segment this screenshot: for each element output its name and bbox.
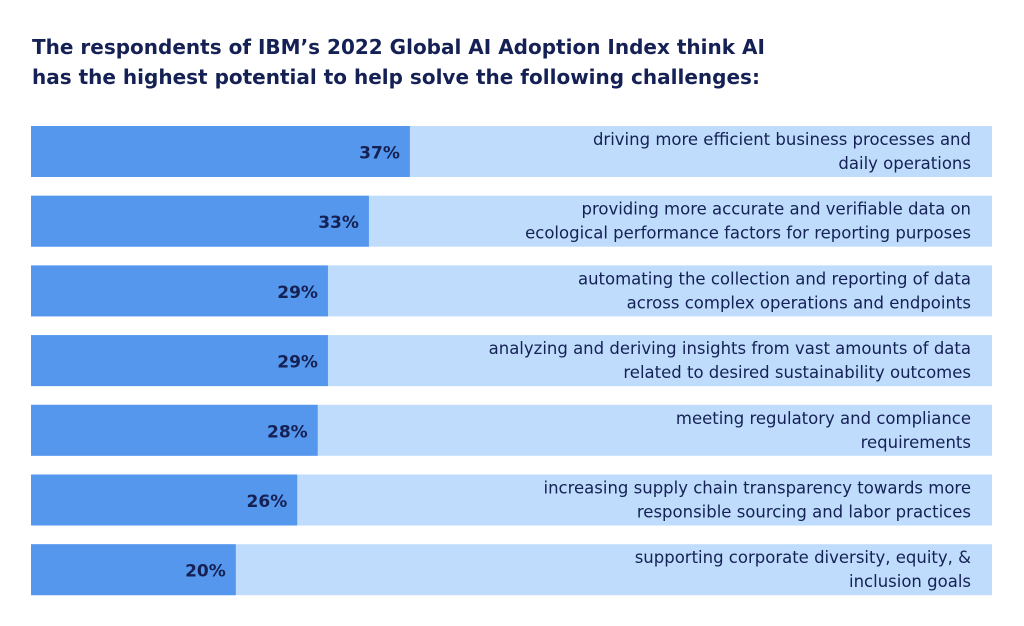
- bar-row: 28% meeting regulatory and compliance requ…: [31, 404, 992, 456]
- category-label: providing more accurate and verifiable d…: [525, 200, 971, 243]
- bar-value-label: 26%: [247, 492, 288, 512]
- category-label: increasing supply chain transparency tow…: [543, 479, 971, 522]
- bar-value-label: 37%: [359, 144, 400, 164]
- category-label-line: responsible sourcing and labor practices: [637, 503, 971, 522]
- bar: [31, 195, 369, 247]
- bar-row: 20% supporting corporate diversity, equit…: [31, 544, 992, 596]
- bar: [31, 544, 236, 596]
- category-label: analyzing and deriving insights from vas…: [489, 339, 971, 382]
- bar-value-label: 20%: [185, 562, 226, 582]
- category-label-line: automating the collection and reporting …: [578, 269, 971, 288]
- bar: [31, 474, 298, 526]
- category-label-line: driving more efficient business processe…: [593, 130, 971, 149]
- category-label-line: requirements: [861, 433, 971, 452]
- category-label: supporting corporate diversity, equity, …: [635, 548, 971, 591]
- bar-row: 33% providing more accurate and verifiabl…: [31, 195, 992, 247]
- bar: [31, 265, 328, 317]
- category-label-line: increasing supply chain transparency tow…: [543, 479, 971, 498]
- bar-value-label: 29%: [277, 353, 318, 373]
- category-label-line: meeting regulatory and compliance: [676, 409, 971, 428]
- bar-row: 37% driving more efficient business proce…: [31, 126, 992, 177]
- category-label-line: supporting corporate diversity, equity, …: [635, 548, 971, 567]
- category-label-line: across complex operations and endpoints: [627, 293, 971, 312]
- category-label-line: ecological performance factors for repor…: [525, 224, 971, 243]
- category-label-line: daily operations: [838, 154, 971, 173]
- bar-row: 29% automating the collection and reporti…: [31, 265, 992, 317]
- category-label: automating the collection and reporting …: [578, 269, 971, 312]
- bar: [31, 404, 318, 456]
- bar-value-label: 29%: [277, 283, 318, 303]
- category-label: meeting regulatory and compliance require…: [676, 409, 971, 452]
- category-label-line: related to desired sustainability outcom…: [623, 363, 971, 382]
- bar-value-label: 33%: [318, 213, 359, 233]
- category-label-line: analyzing and deriving insights from vas…: [489, 339, 971, 358]
- category-label-line: inclusion goals: [849, 572, 971, 591]
- bar: [31, 335, 328, 387]
- chart-title-line-2: has the highest potential to help solve …: [32, 65, 760, 89]
- chart-title-line-1: The respondents of IBM’s 2022 Global AI …: [32, 35, 765, 59]
- bar-row: 26% increasing supply chain transparency …: [31, 474, 992, 526]
- chart-title: The respondents of IBM’s 2022 Global AI …: [32, 32, 992, 92]
- bar: [31, 126, 410, 177]
- category-label-line: providing more accurate and verifiable d…: [581, 200, 971, 219]
- bar-row: 29% analyzing and deriving insights from …: [31, 335, 992, 387]
- category-label: driving more efficient business processe…: [593, 130, 971, 173]
- bar-value-label: 28%: [267, 422, 308, 442]
